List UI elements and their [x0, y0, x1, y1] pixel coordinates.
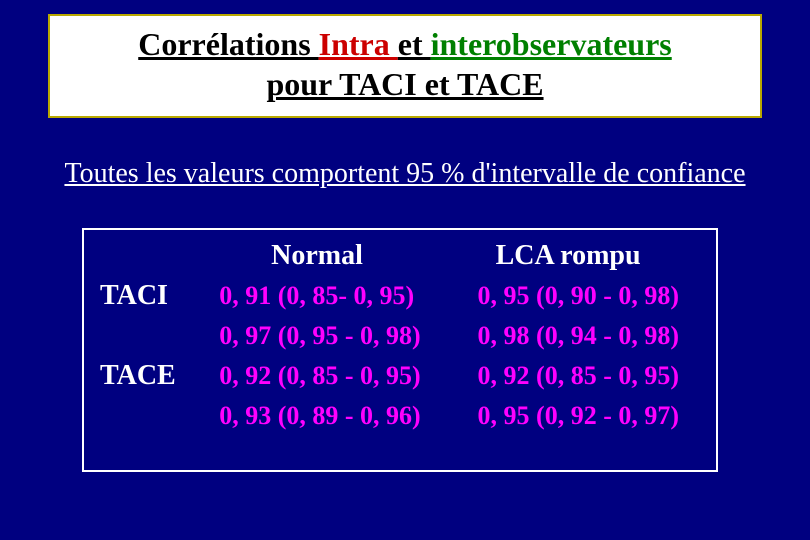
title-line-2: pour TACI et TACE — [50, 64, 760, 104]
cell-ruptured: 0, 95 (0, 90 - 0, 98) — [478, 281, 716, 311]
table-row: TACI 0, 91 (0, 85- 0, 95) 0, 95 (0, 90 -… — [84, 276, 716, 316]
cell-normal: 0, 93 (0, 89 - 0, 96) — [219, 401, 477, 431]
table-header-normal: Normal — [219, 240, 477, 272]
cell-normal: 0, 97 (0, 95 - 0, 98) — [219, 321, 477, 351]
row-label-taci: TACI — [84, 280, 219, 312]
cell-ruptured: 0, 95 (0, 92 - 0, 97) — [478, 401, 716, 431]
table-row: 0, 93 (0, 89 - 0, 96) 0, 95 (0, 92 - 0, … — [84, 396, 716, 436]
cell-normal: 0, 91 (0, 85- 0, 95) — [219, 281, 477, 311]
cell-ruptured: 0, 98 (0, 94 - 0, 98) — [478, 321, 716, 351]
confidence-note: Toutes les valeurs comportent 95 % d'int… — [0, 158, 810, 190]
table-row: 0, 97 (0, 95 - 0, 98) 0, 98 (0, 94 - 0, … — [84, 316, 716, 356]
table-header-row: Normal LCA rompu — [84, 230, 716, 276]
title-word-correlations: Corrélations — [138, 26, 318, 62]
correlation-table: Normal LCA rompu TACI 0, 91 (0, 85- 0, 9… — [82, 228, 718, 472]
title-word-intra: Intra — [319, 26, 398, 62]
title-subline: pour TACI et TACE — [266, 66, 543, 102]
cell-ruptured: 0, 92 (0, 85 - 0, 95) — [478, 361, 716, 391]
row-label-tace: TACE — [84, 360, 219, 392]
cell-normal: 0, 92 (0, 85 - 0, 95) — [219, 361, 477, 391]
title-line-1: Corrélations Intra et interobservateurs — [50, 24, 760, 64]
title-box: Corrélations Intra et interobservateurs … — [48, 14, 762, 118]
title-word-interobservateurs: interobservateurs — [431, 26, 672, 62]
table-header-ruptured: LCA rompu — [478, 240, 716, 272]
table-row: TACE 0, 92 (0, 85 - 0, 95) 0, 92 (0, 85 … — [84, 356, 716, 396]
title-word-et: et — [398, 26, 431, 62]
